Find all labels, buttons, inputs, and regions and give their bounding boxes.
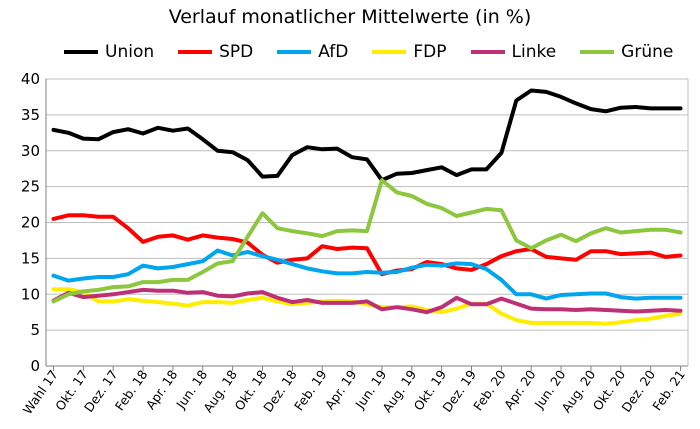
legend-label: Linke xyxy=(511,42,557,62)
legend-item: Grüne xyxy=(580,42,673,62)
legend-label: FDP xyxy=(413,42,447,62)
legend-label: Union xyxy=(105,42,155,62)
legend-item: AfD xyxy=(277,42,348,62)
series-line-linke xyxy=(51,287,683,315)
legend-item: SPD xyxy=(178,42,253,62)
legend-item: Union xyxy=(64,42,154,62)
legend-item: Linke xyxy=(470,42,557,62)
y-tick-label: 5 xyxy=(30,321,40,339)
series-line-gr-ne xyxy=(51,178,683,304)
legend-label: SPD xyxy=(219,42,254,62)
chart-title: Verlauf monatlicher Mittelwerte (in %) xyxy=(168,6,532,28)
legend-swatch xyxy=(178,50,213,54)
y-tick-label: 40 xyxy=(21,70,40,88)
legend-swatch xyxy=(64,50,98,54)
x-tick-label: Wahl 17 xyxy=(20,367,61,417)
chart-legend: Union SPD AfD FDP Linke Grüne xyxy=(64,40,697,64)
y-tick-label: 0 xyxy=(30,357,40,375)
x-tick-label: Apr. 19 xyxy=(322,367,360,412)
y-tick-label: 25 xyxy=(21,178,40,196)
series-line-fdp xyxy=(51,287,683,326)
legend-swatch xyxy=(470,50,505,54)
legend-swatch xyxy=(372,50,407,54)
y-tick-label: 15 xyxy=(21,249,40,267)
y-tick-label: 20 xyxy=(21,214,40,232)
y-tick-label: 30 xyxy=(21,142,40,160)
legend-swatch xyxy=(580,50,615,54)
y-tick-label: 35 xyxy=(21,106,40,124)
y-tick-label: 10 xyxy=(21,285,40,303)
series-line-afd xyxy=(51,248,683,301)
series-line-spd xyxy=(51,213,683,277)
legend-item: FDP xyxy=(372,42,447,62)
x-tick-label: Apr. 20 xyxy=(501,367,539,412)
x-tick-label: Apr. 18 xyxy=(143,367,181,412)
legend-swatch xyxy=(277,50,312,54)
legend-label: AfD xyxy=(318,42,349,62)
legend-label: Grüne xyxy=(621,42,674,62)
series-line-union xyxy=(51,88,683,183)
